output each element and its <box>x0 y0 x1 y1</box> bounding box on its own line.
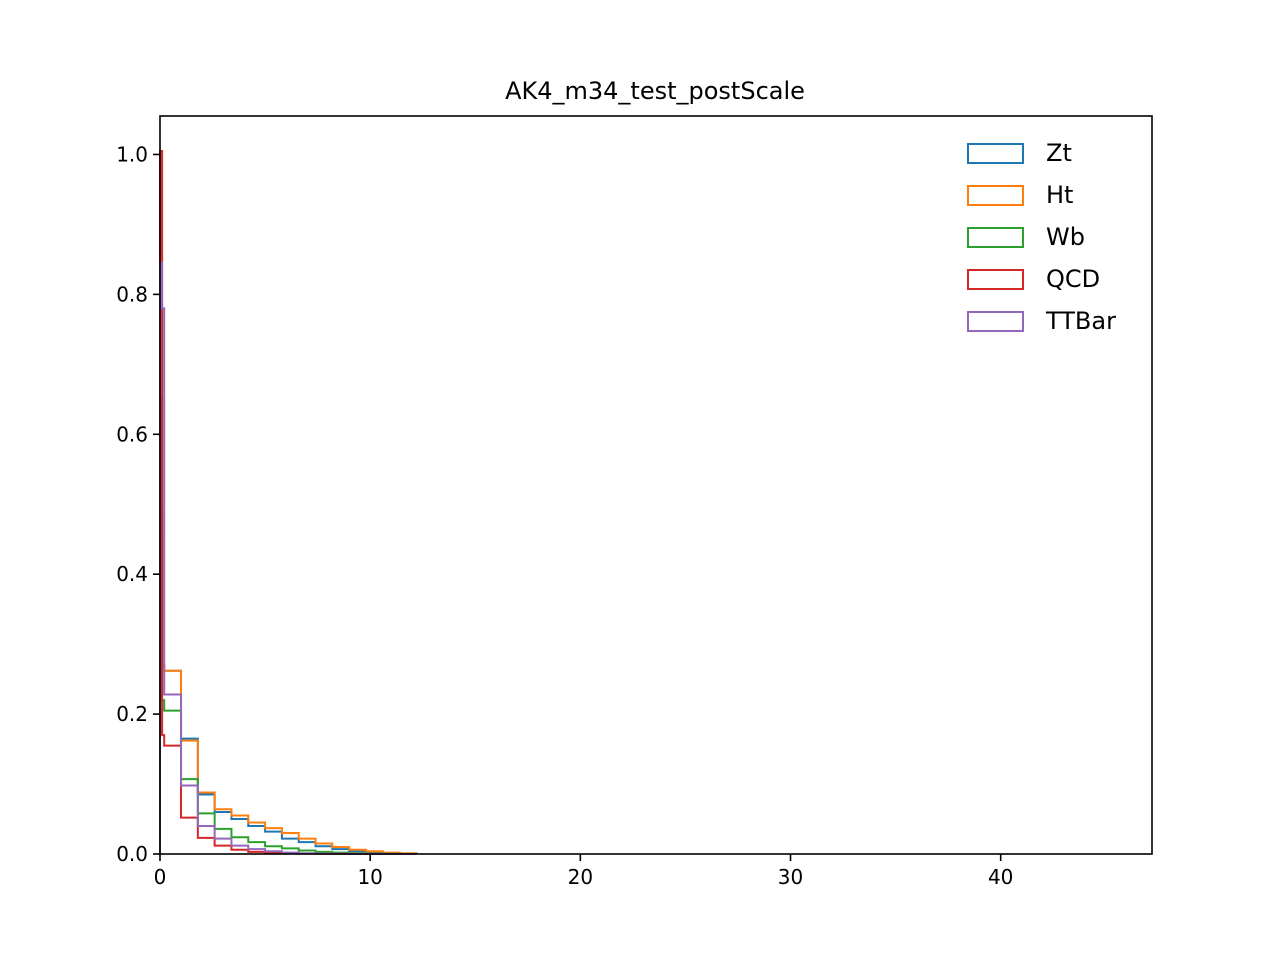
x-tick-label: 40 <box>988 865 1013 889</box>
y-axis: 0.0 0.2 0.4 0.6 0.8 1.0 <box>116 142 160 866</box>
y-tick-label: 1.0 <box>116 142 148 166</box>
legend-label-ht: Ht <box>1046 181 1073 209</box>
legend-swatch-ht <box>967 185 1024 206</box>
series-ht-step <box>159 538 418 855</box>
x-tick-label: 30 <box>778 865 803 889</box>
legend-swatch-wb <box>967 227 1024 248</box>
y-tick-label: 0.0 <box>116 842 148 866</box>
x-tick-label: 10 <box>357 865 382 889</box>
x-tick-label: 0 <box>154 865 167 889</box>
y-tick-label: 0.6 <box>116 422 148 446</box>
plot-frame <box>159 115 1153 855</box>
legend-swatch-qcd <box>967 269 1024 290</box>
legend-swatch-zt <box>967 143 1024 164</box>
series-layer <box>159 149 418 855</box>
legend-label-ttbar: TTBar <box>1045 307 1116 335</box>
legend-label-qcd: QCD <box>1046 265 1100 293</box>
y-tick-label: 0.2 <box>116 702 148 726</box>
y-tick-label: 0.4 <box>116 562 148 586</box>
legend-label-zt: Zt <box>1046 139 1072 167</box>
legend-label-wb: Wb <box>1046 223 1085 251</box>
chart-title: AK4_m34_test_postScale <box>505 77 805 105</box>
y-tick-label: 0.8 <box>116 282 148 306</box>
legend: Zt Ht Wb QCD TTBar <box>967 139 1116 335</box>
legend-swatch-ttbar <box>967 311 1024 332</box>
x-tick-label: 20 <box>568 865 593 889</box>
x-axis: 0 10 20 30 40 <box>154 854 1013 889</box>
